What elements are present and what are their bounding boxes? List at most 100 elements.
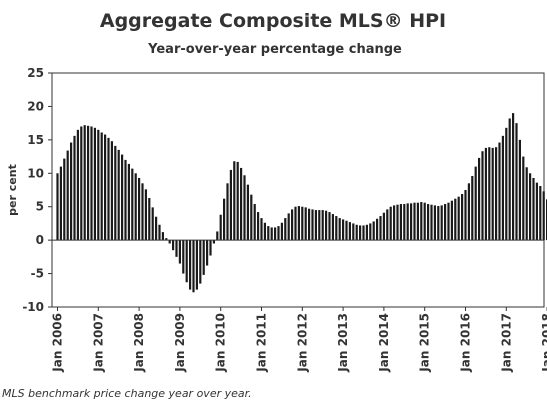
bar [104,134,107,241]
y-axis: 25 20 15 10 5 0 -5 -10 [22,66,52,314]
bar [219,214,222,241]
bar [121,154,124,241]
bar [342,219,345,241]
bar [100,132,103,241]
bar [253,204,256,241]
bar [202,240,205,275]
bar [410,203,413,241]
bar [141,183,144,241]
bar [386,209,389,241]
bar [515,123,518,241]
bar [83,125,86,241]
bar [308,208,311,241]
x-tick-label: Jan 2013 [336,313,350,373]
bar [427,204,430,241]
bar [297,206,300,241]
x-tick-label: Jan 2018 [540,313,547,373]
bar [277,226,280,241]
bar [467,183,470,241]
bar [454,198,457,241]
x-tick-label: Jan 2015 [418,313,432,373]
bar [328,212,331,241]
bar [66,150,69,241]
bar [355,224,358,241]
bar [420,202,423,241]
bar [478,157,481,241]
bar [498,142,501,241]
bar [63,158,66,241]
bar [114,145,117,241]
bar [495,147,498,241]
x-tick-label: Jan 2014 [377,313,391,373]
bar [362,225,365,241]
bar [301,206,304,241]
bar [403,204,406,241]
bar [525,167,528,241]
x-tick-label: Jan 2009 [173,313,187,373]
bar [457,196,460,241]
bar [165,238,168,241]
chart-subtitle: Year-over-year percentage change [147,42,402,57]
y-tick-label: -5 [31,267,44,281]
bar [359,225,362,241]
bar [178,240,181,264]
bar [444,204,447,241]
bar [93,127,96,241]
bar [399,204,402,241]
bar [372,221,375,241]
bar [464,190,467,241]
caption: MLS benchmark price change year over yea… [2,387,252,400]
x-tick-label: Jan 2008 [132,313,146,373]
bar [250,194,253,241]
x-tick-label: Jan 2007 [91,313,105,373]
bar [321,210,324,241]
bar [382,212,385,241]
bar [240,167,243,241]
bar [158,224,161,241]
bar [318,210,321,241]
bar [246,184,249,241]
bar [348,222,351,241]
bar [144,189,147,241]
x-tick-label: Jan 2017 [499,313,513,373]
bar [110,141,113,241]
bar [284,218,287,241]
bar [481,151,484,241]
bar [539,185,542,241]
bar [535,182,538,241]
x-tick-label: Jan 2010 [214,313,228,373]
bar [484,147,487,241]
bar [56,173,59,241]
bar [491,147,494,241]
bar [90,126,93,241]
bar [182,240,185,274]
y-tick-label: 25 [27,66,44,80]
bar [518,139,521,241]
bar [522,156,525,241]
bar [192,240,195,293]
bar [134,173,137,241]
bar [287,213,290,241]
x-tick-label: Jan 2006 [51,313,65,373]
bar [80,126,83,241]
bar [532,177,535,241]
y-tick-label: -10 [22,300,44,314]
bar [233,161,236,241]
bar [216,231,219,241]
bar [304,207,307,241]
y-tick-label: 20 [27,99,44,113]
bar [376,218,379,241]
bar [107,137,110,241]
bar [437,206,440,241]
bar [199,240,202,284]
bar [236,161,239,241]
bar [127,163,130,241]
bar [433,205,436,241]
y-tick-label: 5 [36,200,44,214]
bar [229,169,232,241]
bar [189,240,192,290]
bar [379,216,382,241]
bar [461,194,464,241]
bar [280,222,283,241]
bar [151,207,154,241]
